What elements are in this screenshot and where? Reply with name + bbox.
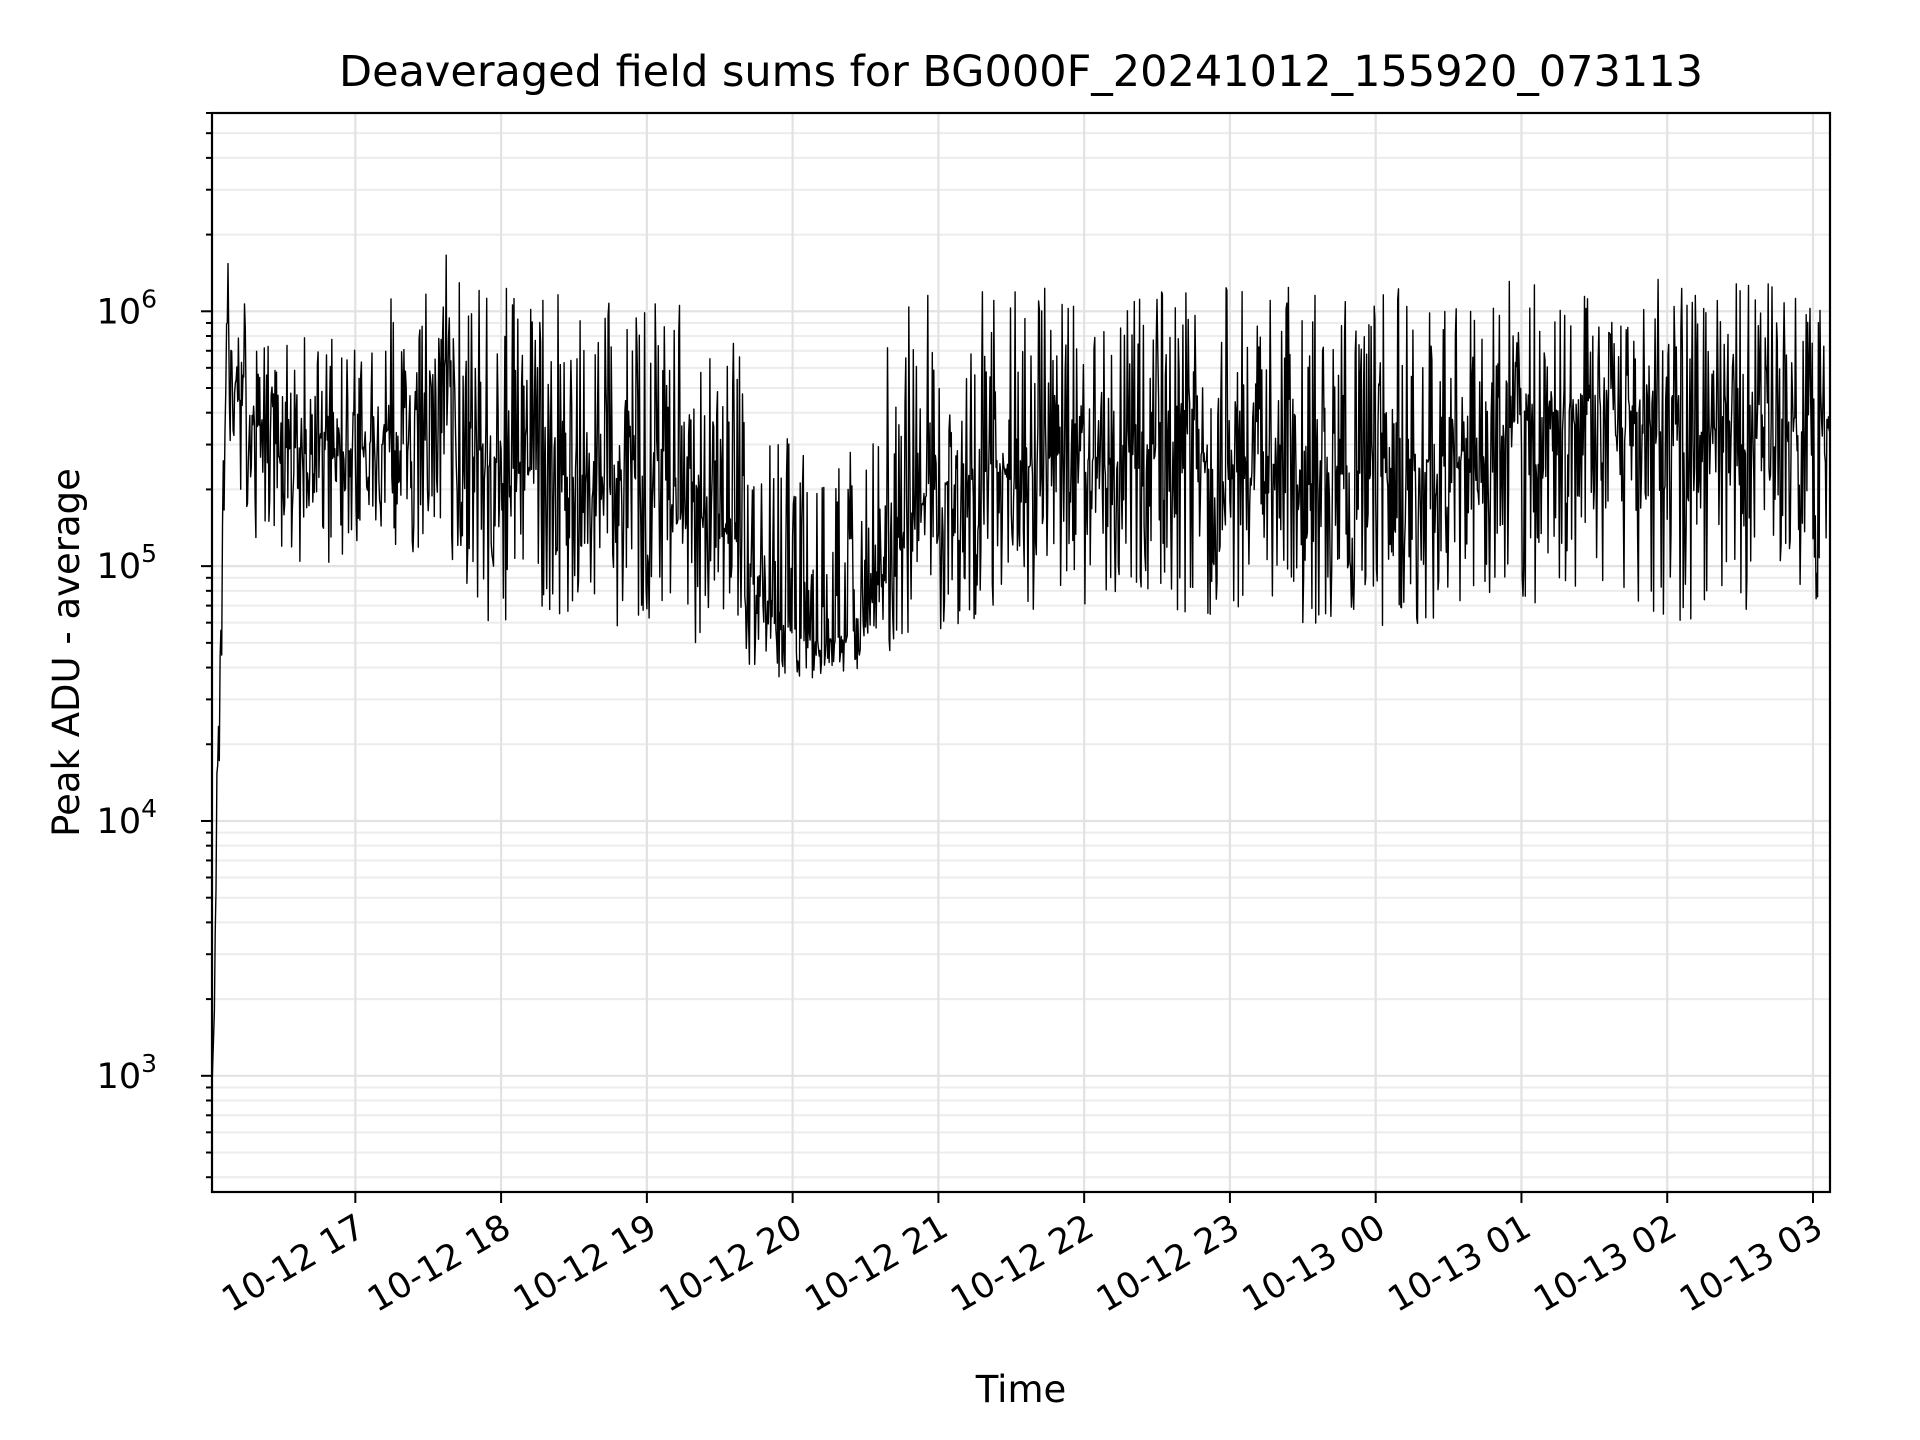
y-tick-base: 10 [97, 802, 142, 842]
y-tick-label: 105 [97, 539, 157, 587]
y-tick-exponent: 4 [141, 794, 157, 823]
y-tick-base: 10 [97, 1057, 142, 1097]
y-axis-label: Peak ADU - average [45, 468, 88, 837]
chart-title: Deaveraged field sums for BG000F_2024101… [339, 47, 1703, 97]
y-tick-exponent: 5 [141, 539, 157, 568]
y-tick-base: 10 [97, 292, 142, 332]
axes-frame [210, 111, 1832, 1194]
y-tick-exponent: 3 [141, 1049, 157, 1078]
y-tick-base: 10 [97, 547, 142, 587]
y-tick-label: 104 [97, 794, 157, 842]
y-tick-label: 106 [97, 284, 157, 332]
series-line [211, 254, 1831, 1088]
series-layer [211, 254, 1831, 1088]
x-axis-label: Time [975, 1368, 1067, 1411]
y-tick-exponent: 6 [141, 284, 157, 313]
y-tick-label: 103 [97, 1049, 157, 1097]
